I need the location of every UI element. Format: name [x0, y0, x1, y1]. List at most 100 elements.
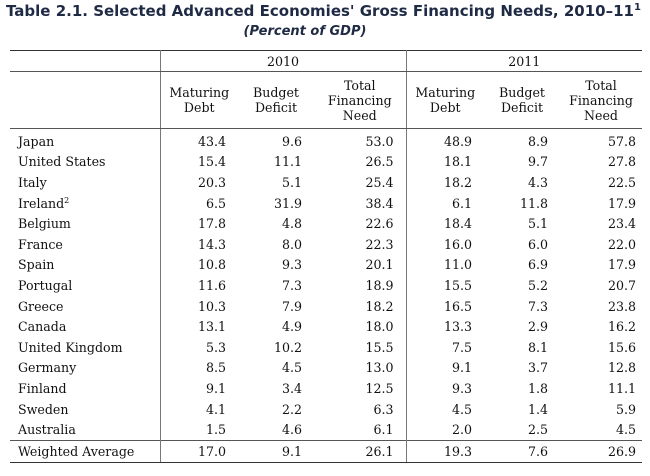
- year-header-2010: 2010: [160, 50, 407, 72]
- value-cell: 16.5: [443, 298, 472, 314]
- value-cell: 6.1: [314, 419, 407, 441]
- value-cell: 16.2: [607, 319, 636, 335]
- value-cell: 20.3: [197, 174, 226, 190]
- country-label: Finland: [18, 380, 67, 396]
- value-cell: 22.0: [607, 236, 636, 252]
- value-cell: 26.9: [560, 439, 642, 463]
- value-cell: 5.9: [615, 401, 636, 417]
- value-cell: 1.5: [205, 422, 226, 438]
- financing-needs-table: 2010 2011 Maturing Debt Budget Deficit T…: [10, 50, 642, 463]
- value-cell: 18.2: [314, 295, 407, 317]
- value-cell: 25.4: [314, 172, 407, 193]
- value-cell: 9.1: [451, 360, 472, 376]
- table-row: Australia 1.5 4.6 6.1 2.0 2.5 4.5: [10, 419, 642, 441]
- value-cell: 12.5: [314, 378, 407, 399]
- value-cell: 8.1: [527, 339, 548, 355]
- value-cell: 16.0: [443, 236, 472, 252]
- value-cell: 26.5: [314, 151, 407, 173]
- table-row: Ireland2 6.5 31.9 38.4 6.1 11.8 17.9: [10, 192, 642, 214]
- country-cell: Ireland2: [10, 192, 161, 214]
- value-cell: 2.2: [281, 401, 302, 417]
- table-row: Belgium 17.8 4.8 22.6 18.4 5.1 23.4: [10, 213, 642, 234]
- value-cell: 17.9: [607, 195, 636, 211]
- value-cell: 4.5: [451, 401, 472, 417]
- table-row: Japan 43.4 9.6 53.0 48.9 8.9 57.8: [10, 128, 642, 152]
- value-cell: 15.5: [443, 277, 472, 293]
- value-cell: 7.9: [281, 298, 302, 314]
- value-cell: 5.1: [281, 174, 302, 190]
- value-cell: 13.1: [197, 319, 226, 335]
- table-row: Sweden 4.1 2.2 6.3 4.5 1.4 5.9: [10, 398, 642, 420]
- value-cell: 18.9: [314, 275, 407, 296]
- value-cell: 11.8: [519, 195, 548, 211]
- table-row: Spain 10.8 9.3 20.1 11.0 6.9 17.9: [10, 254, 642, 276]
- country-label: Ireland: [18, 195, 65, 211]
- value-cell: 14.3: [197, 236, 226, 252]
- table-row: Italy 20.3 5.1 25.4 18.2 4.3 22.5: [10, 172, 642, 193]
- value-cell: 15.6: [607, 339, 636, 355]
- country-cell: Canada: [10, 316, 161, 337]
- header-blank-cell: [10, 71, 161, 129]
- value-cell: 15.5: [314, 336, 407, 358]
- value-cell: 57.8: [607, 133, 636, 149]
- value-cell: 6.9: [527, 257, 548, 273]
- value-cell: 4.3: [527, 174, 548, 190]
- value-cell: 43.4: [197, 133, 226, 149]
- value-cell: 9.3: [281, 257, 302, 273]
- value-cell: 13.0: [314, 357, 407, 379]
- country-label: Germany: [18, 360, 77, 376]
- value-cell: 6.3: [314, 398, 407, 420]
- value-cell: 8.0: [281, 236, 302, 252]
- value-cell: 4.5: [281, 360, 302, 376]
- country-cell: Japan: [10, 128, 161, 152]
- country-label: Greece: [18, 298, 64, 314]
- value-cell: 18.1: [443, 154, 472, 170]
- value-cell: 17.9: [607, 257, 636, 273]
- table-row: Germany 8.5 4.5 13.0 9.1 3.7 12.8: [10, 357, 642, 379]
- value-cell: 22.3: [314, 233, 407, 255]
- value-cell: 2.5: [527, 422, 548, 438]
- country-footnote-marker: 2: [64, 195, 70, 205]
- table-row: Greece 10.3 7.9 18.2 16.5 7.3 23.8: [10, 295, 642, 317]
- value-cell: 9.3: [451, 380, 472, 396]
- value-cell: 13.3: [443, 319, 472, 335]
- value-cell: 7.3: [281, 277, 302, 293]
- value-cell: 20.1: [314, 254, 407, 276]
- year-header-2011: 2011: [406, 50, 642, 72]
- country-cell: Australia: [10, 419, 161, 441]
- country-cell: Portugal: [10, 275, 161, 296]
- value-cell: 23.8: [607, 298, 636, 314]
- value-cell: 3.7: [527, 360, 548, 376]
- country-cell: Germany: [10, 357, 161, 379]
- column-header-maturing-debt-2011: Maturing Debt: [406, 71, 484, 129]
- country-label: Italy: [18, 174, 47, 190]
- value-cell: 12.8: [607, 360, 636, 376]
- column-header-row: Maturing Debt Budget Deficit Total Finan…: [10, 71, 642, 129]
- table-title-text: Table 2.1. Selected Advanced Economies' …: [6, 2, 634, 20]
- table-title: Table 2.1. Selected Advanced Economies' …: [6, 2, 646, 20]
- value-cell: 2.0: [451, 422, 472, 438]
- value-cell: 9.1: [205, 380, 226, 396]
- value-cell: 4.6: [281, 422, 302, 438]
- value-cell: 4.9: [281, 319, 302, 335]
- value-cell: 4.5: [615, 422, 636, 438]
- value-cell: 5.1: [527, 216, 548, 232]
- value-cell: 15.4: [197, 154, 226, 170]
- value-cell: 48.9: [443, 133, 472, 149]
- value-cell: 10.3: [197, 298, 226, 314]
- value-cell: 23.4: [607, 216, 636, 232]
- value-cell: 8.5: [205, 360, 226, 376]
- country-label: Weighted Average: [18, 443, 135, 459]
- header-blank-cell: [10, 50, 161, 72]
- country-label: Japan: [18, 133, 55, 149]
- value-cell: 9.1: [238, 439, 314, 463]
- value-cell: 22.5: [607, 174, 636, 190]
- country-cell: Spain: [10, 254, 161, 276]
- value-cell: 1.8: [527, 380, 548, 396]
- value-cell: 7.3: [527, 298, 548, 314]
- table-subtitle: (Percent of GDP): [243, 24, 367, 39]
- country-label: Sweden: [18, 401, 69, 417]
- value-cell: 9.6: [281, 133, 302, 149]
- value-cell: 20.7: [607, 277, 636, 293]
- value-cell: 1.4: [527, 401, 548, 417]
